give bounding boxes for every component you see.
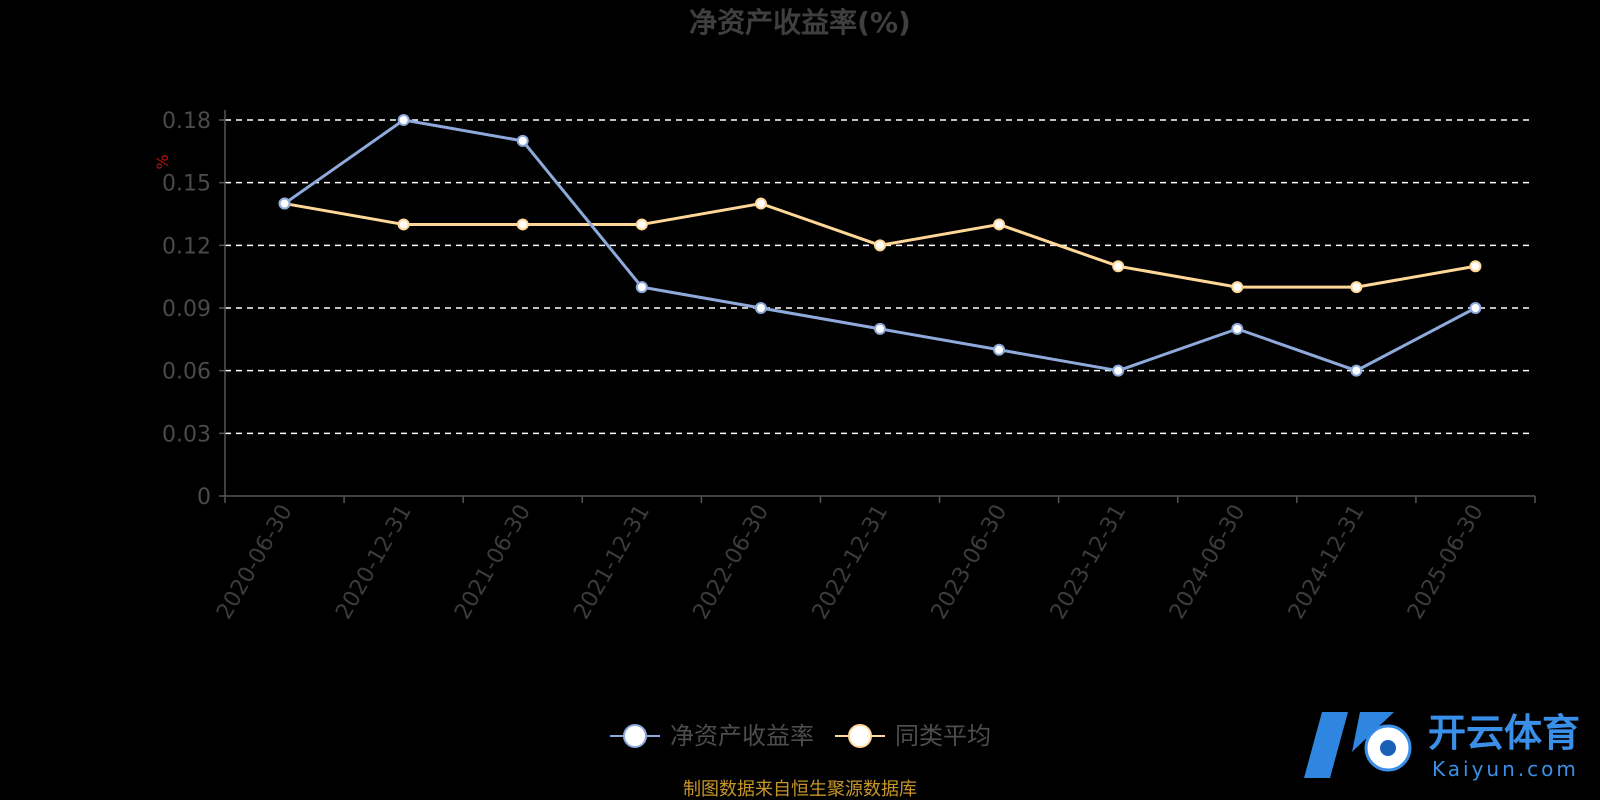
series-1-point[interactable]	[993, 343, 1006, 356]
grid-lines	[225, 119, 1530, 435]
source-note: 制图数据来自恒生聚源数据库	[683, 779, 917, 800]
series-2-point[interactable]	[1112, 260, 1125, 273]
axes: 0 0.03 0.06 0.09 0.12 0.15 0.18 2020-06-30 2020-…	[162, 109, 1536, 624]
series-2-point[interactable]	[1350, 281, 1363, 294]
y-tick-label: 0.12	[162, 234, 211, 259]
series-1-point[interactable]	[754, 302, 767, 314]
series-2-point[interactable]	[1469, 260, 1482, 273]
x-tick-label: 2023-06-30	[927, 500, 1013, 623]
x-tick-label: 2020-06-30	[212, 501, 298, 624]
y-tick-label: 0	[197, 485, 211, 510]
x-tick-label: 2021-12-31	[569, 501, 655, 624]
y-tick-label: 0.06	[162, 360, 211, 385]
legend: 净资产收益率 同类平均	[610, 722, 991, 750]
series-1	[278, 114, 1482, 377]
series-1-point[interactable]	[397, 114, 410, 126]
legend-label-series-2: 同类平均	[895, 722, 991, 750]
y-tick-label: 0.18	[162, 109, 211, 134]
x-tick-label: 2020-12-31	[331, 501, 417, 624]
series-lines	[278, 114, 1482, 377]
series-1-point[interactable]	[874, 322, 886, 335]
watermark-cn: 开云体育	[1428, 711, 1580, 755]
watermark-logo: 开云体育 Kaiyun.com	[1304, 711, 1580, 781]
series-2-point[interactable]	[993, 218, 1006, 231]
series-1-point[interactable]	[1112, 364, 1125, 377]
chart-title: 净资产收益率(%)	[689, 6, 911, 39]
x-tick-label: 2023-12-31	[1046, 501, 1132, 624]
x-tick-label: 2021-06-30	[450, 501, 536, 624]
x-tick-label: 2022-06-30	[689, 501, 775, 624]
series-2-point[interactable]	[754, 197, 767, 210]
legend-label-series-1: 净资产收益率	[670, 722, 814, 750]
series-1-point[interactable]	[1469, 302, 1482, 314]
y-tick-label: 0.15	[162, 172, 211, 197]
series-2-point[interactable]	[1231, 281, 1244, 294]
y-tick-label: 0.09	[162, 297, 211, 322]
x-tick-label: 2024-06-30	[1165, 501, 1251, 624]
series-1-point[interactable]	[1350, 364, 1363, 377]
series-1-point[interactable]	[635, 281, 648, 294]
watermark-en: Kaiyun.com	[1432, 757, 1579, 781]
series-1-point[interactable]	[516, 134, 529, 147]
series-2-point[interactable]	[874, 239, 886, 252]
series-2-point[interactable]	[516, 218, 529, 231]
x-tick-label: 2022-12-31	[808, 501, 894, 624]
series-1-point[interactable]	[278, 197, 291, 210]
legend-item-series-1[interactable]: 净资产收益率	[610, 722, 814, 750]
x-tick-label: 2025-06-30	[1403, 501, 1489, 624]
y-axis-unit: %	[153, 154, 172, 169]
legend-item-series-2[interactable]: 同类平均	[835, 722, 991, 750]
series-2-point[interactable]	[397, 218, 410, 231]
x-tick-label: 2024-12-31	[1284, 501, 1370, 624]
series-1-point[interactable]	[1231, 322, 1244, 335]
y-tick-label: 0.03	[162, 422, 211, 447]
series-2-point[interactable]	[635, 218, 648, 231]
